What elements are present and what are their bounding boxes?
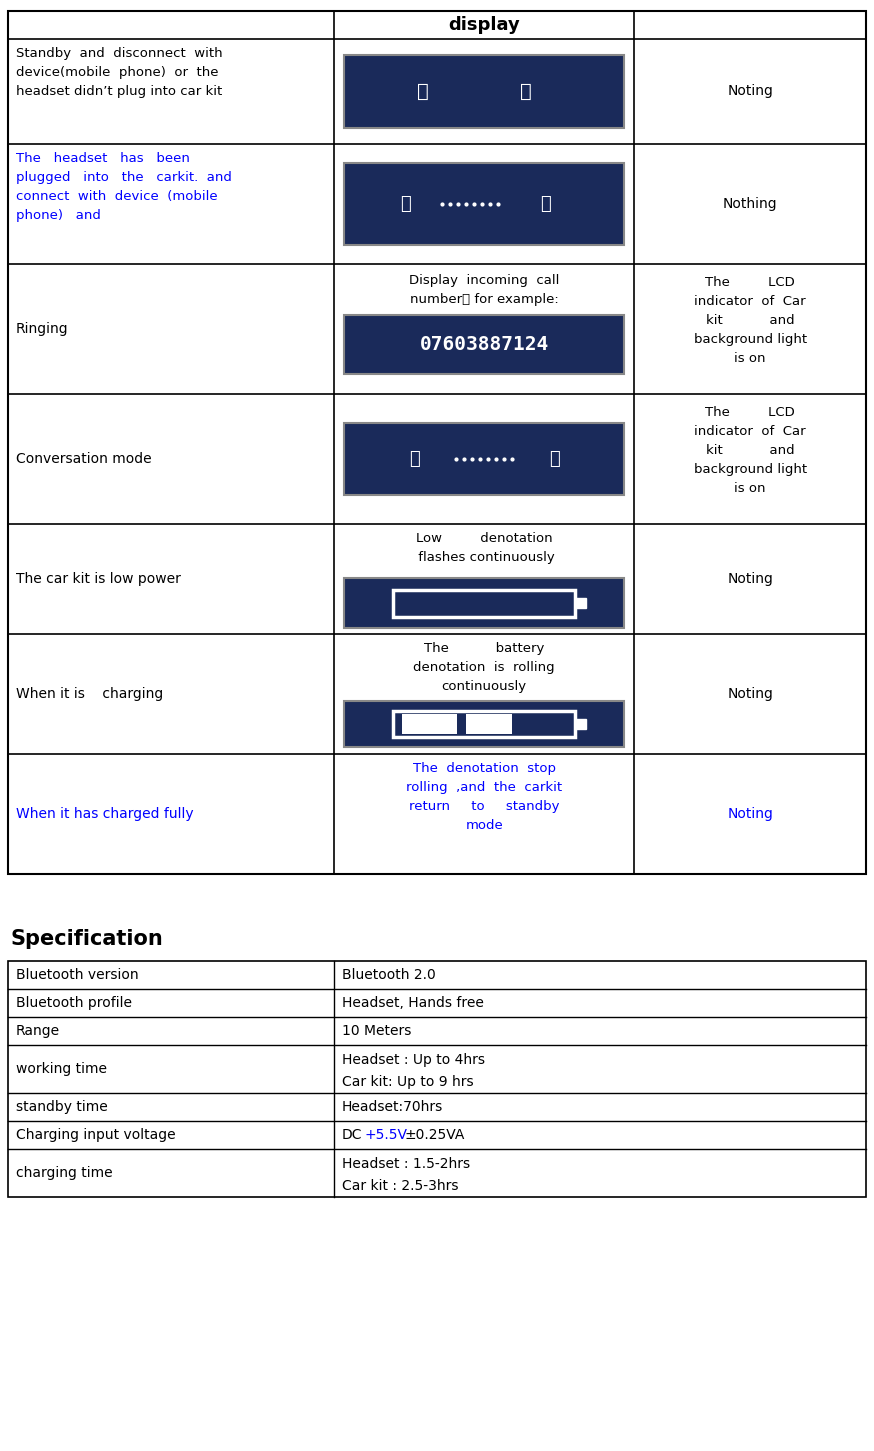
Text: Conversation mode: Conversation mode — [16, 453, 151, 466]
Text: When it is    charging: When it is charging — [16, 686, 163, 701]
Text: Bluetooth profile: Bluetooth profile — [16, 995, 132, 1010]
Text: 🎧: 🎧 — [520, 83, 532, 102]
Text: Nothing: Nothing — [723, 197, 778, 210]
Bar — [344, 55, 624, 128]
Text: The   headset   has   been
plugged   into   the   carkit.  and
connect  with  de: The headset has been plugged into the ca… — [16, 152, 232, 222]
Text: 🎧: 🎧 — [540, 194, 551, 213]
Text: 10 Meters: 10 Meters — [342, 1024, 412, 1037]
Text: Noting: Noting — [727, 572, 773, 586]
Text: 📱: 📱 — [409, 450, 420, 469]
Text: The car kit is low power: The car kit is low power — [16, 572, 181, 586]
Bar — [344, 424, 624, 495]
Bar — [344, 579, 624, 628]
Text: The         LCD
indicator  of  Car
kit           and
background light
is on: The LCD indicator of Car kit and backgro… — [694, 406, 807, 495]
Text: Bluetooth 2.0: Bluetooth 2.0 — [342, 968, 436, 982]
Text: Display  incoming  call
number， for example:: Display incoming call number， for exampl… — [409, 274, 559, 306]
Text: Headset:70hrs: Headset:70hrs — [342, 1100, 443, 1114]
Text: The         LCD
indicator  of  Car
kit           and
background light
is on: The LCD indicator of Car kit and backgro… — [694, 276, 807, 366]
Text: 📱: 📱 — [549, 450, 559, 469]
Text: DC: DC — [342, 1127, 363, 1142]
Bar — [8, 12, 866, 874]
Text: Headset : Up to 4hrs
Car kit: Up to 9 hrs: Headset : Up to 4hrs Car kit: Up to 9 hr… — [342, 1053, 485, 1088]
Text: The           battery
denotation  is  rolling
continuously: The battery denotation is rolling contin… — [413, 641, 555, 694]
Bar — [575, 598, 586, 608]
Text: When it has charged fully: When it has charged fully — [16, 807, 194, 821]
Bar — [393, 589, 575, 617]
Text: working time: working time — [16, 1062, 107, 1077]
Text: ±0.25VA: ±0.25VA — [404, 1127, 464, 1142]
Text: Specification: Specification — [10, 929, 163, 949]
Text: Noting: Noting — [727, 84, 773, 99]
Bar — [344, 315, 624, 374]
Bar — [402, 714, 457, 734]
Bar — [575, 720, 586, 728]
Text: charging time: charging time — [16, 1167, 113, 1180]
Text: Ringing: Ringing — [16, 322, 69, 337]
Bar — [344, 163, 624, 245]
Text: Noting: Noting — [727, 686, 773, 701]
Text: Headset : 1.5-2hrs
Car kit : 2.5-3hrs: Headset : 1.5-2hrs Car kit : 2.5-3hrs — [342, 1156, 470, 1193]
Text: Range: Range — [16, 1024, 60, 1037]
Text: Standby  and  disconnect  with
device(mobile  phone)  or  the
headset didn’t plu: Standby and disconnect with device(mobil… — [16, 46, 223, 99]
Text: standby time: standby time — [16, 1100, 108, 1114]
Text: Charging input voltage: Charging input voltage — [16, 1127, 176, 1142]
Text: Bluetooth version: Bluetooth version — [16, 968, 139, 982]
Text: The  denotation  stop
rolling  ,and  the  carkit
return     to     standby
mode: The denotation stop rolling ,and the car… — [406, 762, 562, 831]
Text: Headset, Hands free: Headset, Hands free — [342, 995, 484, 1010]
Text: Low         denotation
 flashes continuously: Low denotation flashes continuously — [413, 533, 555, 564]
Text: 📱: 📱 — [417, 83, 428, 102]
Bar — [393, 711, 575, 737]
Text: 07603887124: 07603887124 — [420, 335, 549, 354]
Text: +5.5V: +5.5V — [364, 1127, 407, 1142]
Text: 📱: 📱 — [400, 194, 411, 213]
Text: display: display — [448, 16, 520, 33]
Bar — [466, 714, 511, 734]
Text: Noting: Noting — [727, 807, 773, 821]
Bar — [8, 961, 866, 1197]
Bar — [344, 701, 624, 747]
